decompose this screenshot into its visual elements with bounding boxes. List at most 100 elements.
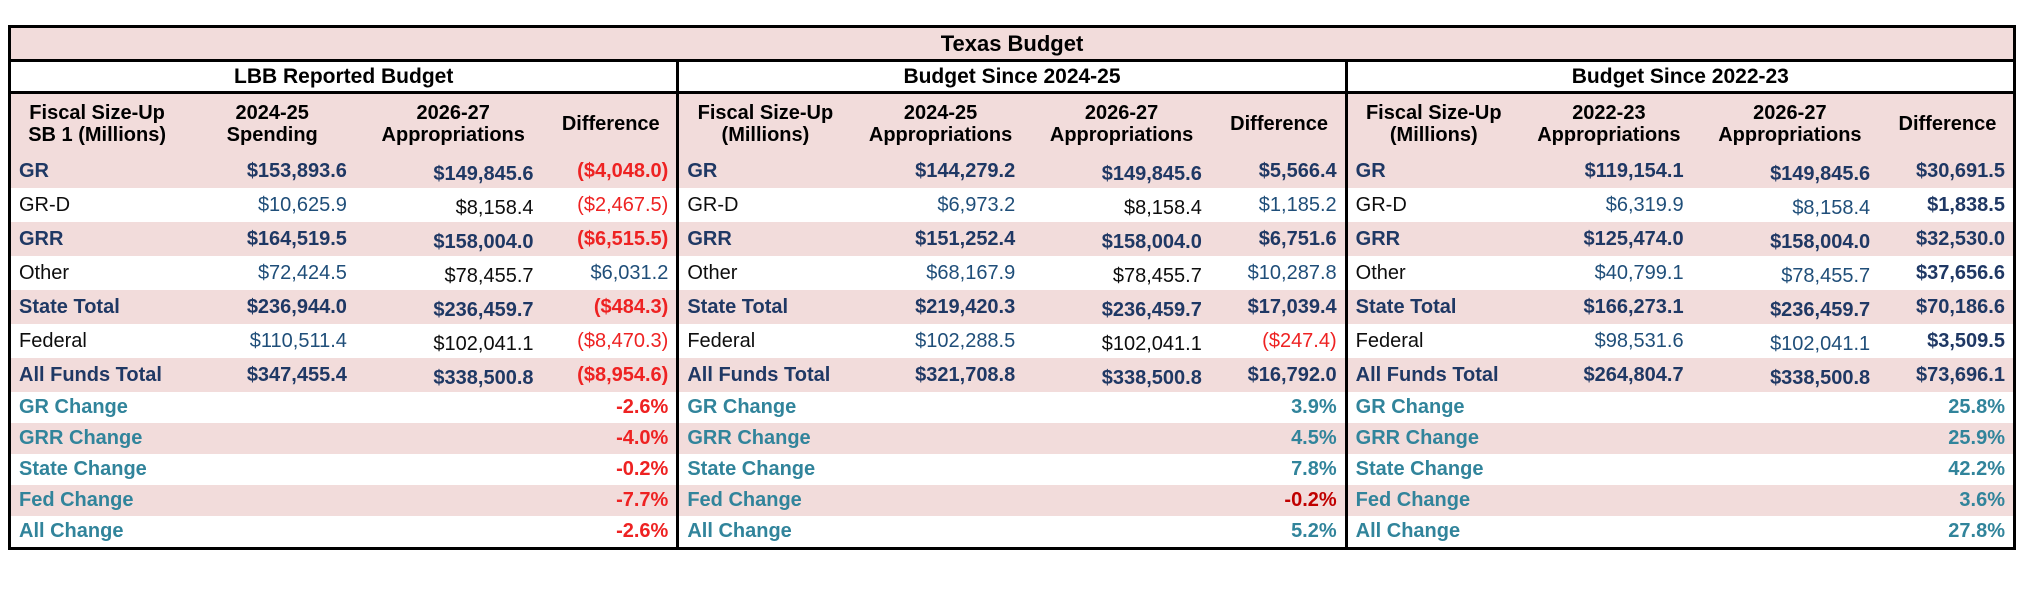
table-row: Other $68,167.9 $78,455.7 $10,287.8 [679,256,1345,290]
value-cell: $236,944.0 [246,295,347,318]
row-label: All Change [687,520,792,542]
row-label: Other [1355,261,1406,284]
value-cell: $68,167.9 [926,261,1016,284]
table-row: All Funds Total $264,804.7 $338,500.8 $73,6… [1347,358,2013,392]
row-label: State Change [19,458,147,480]
value-cell: $166,273.1 [1583,295,1684,318]
value-cell: $102,288.5 [915,329,1016,352]
table-row: GR Change 25.8% [1347,392,2013,423]
value-cell: $8,158.4 [1123,196,1202,219]
table-row: Other $40,799.1 $78,455.7 $37,656.6 [1347,256,2013,290]
value-cell: $6,319.9 [1605,193,1684,216]
table-row: State Total $166,273.1 $236,459.7 $70,186.6 [1347,290,2013,324]
row-label: GR [1355,159,1386,182]
value-cell: 42.2% [1948,458,2005,480]
value-cell: 7.8% [1291,458,1337,480]
value-cell: $347,455.4 [246,363,347,386]
column-header: Fiscal Size-Up (Millions) [1365,101,1502,146]
row-label: Other [687,261,738,284]
table-row: Fed Change -0.2% [679,485,1345,516]
value-cell: $158,004.0 [433,230,534,253]
row-label: GR [687,159,718,182]
table-row: GRR Change 4.5% [679,423,1345,454]
budget-section: LBB Reported Budget Fiscal Size-Up SB 1 (… [11,62,677,547]
value-cell: $338,500.8 [433,366,534,389]
value-cell: $158,004.0 [1101,230,1202,253]
value-cell: -2.6% [616,520,669,542]
value-cell: $16,792.0 [1247,363,1337,386]
table-row: State Total $219,420.3 $236,459.7 $17,039.4 [679,290,1345,324]
value-cell: $10,287.8 [1247,261,1337,284]
value-cell: $1,185.2 [1258,193,1337,216]
value-cell: $153,893.6 [246,159,347,182]
table-row: GR $119,154.1 $149,845.6 $30,691.5 [1347,154,2013,188]
table-row: All Change 27.8% [1347,516,2013,547]
row-label: State Change [1355,458,1484,480]
row-label: Federal [19,329,87,352]
row-label: All Funds Total [1355,363,1499,386]
value-cell: -0.2% [616,458,669,480]
value-cell: $73,696.1 [1916,363,2005,386]
section-header: Budget Since 2022-23 [1347,62,2013,94]
table-row: Fed Change 3.6% [1347,485,2013,516]
value-cell: -4.0% [616,427,669,449]
value-cell: $72,424.5 [257,261,347,284]
value-cell: $40,799.1 [1594,261,1684,284]
row-label: Federal [1355,329,1424,352]
value-cell: $338,500.8 [1101,366,1202,389]
table-row: GR-D $6,973.2 $8,158.4 $1,185.2 [679,188,1345,222]
value-cell: $3,509.5 [1927,329,2005,352]
value-cell: $78,455.7 [1781,264,1871,287]
value-cell: $30,691.5 [1916,159,2005,182]
row-label: GR-D [1355,193,1407,216]
table-row: Federal $110,511.4 $102,041.1 ($8,470.3) [11,324,677,358]
column-header: Difference [1230,112,1328,135]
value-cell: $102,041.1 [1101,332,1202,355]
value-cell: $78,455.7 [444,264,534,287]
value-cell: ($484.3) [593,295,669,318]
value-cell: -2.6% [616,396,669,418]
row-label: GR Change [19,396,128,418]
value-cell: $98,531.6 [1594,329,1684,352]
value-cell: -7.7% [616,489,669,511]
row-label: GRR Change [687,427,811,449]
value-cell: $236,459.7 [1770,298,1871,321]
table-row: GR Change 3.9% [679,392,1345,423]
row-label: GR [19,159,49,182]
value-cell: $264,804.7 [1583,363,1684,386]
row-label: State Total [19,295,120,318]
column-header: 2024-25 Spending [226,101,318,146]
table-row: GR-D $6,319.9 $8,158.4 $1,838.5 [1347,188,2013,222]
table-row: GRR $164,519.5 $158,004.0 ($6,515.5) [11,222,677,256]
table-row: GRR $151,252.4 $158,004.0 $6,751.6 [679,222,1345,256]
value-cell: 5.2% [1291,520,1337,542]
row-label: All Change [1355,520,1461,542]
value-cell: $164,519.5 [246,227,347,250]
column-header-row: Fiscal Size-Up (Millions) 2024-25 Appropr… [679,94,1345,154]
value-cell: ($4,048.0) [577,159,669,182]
value-cell: $17,039.4 [1247,295,1337,318]
budget-section: Budget Since 2024-25 Fiscal Size-Up (Mill… [676,62,1345,547]
row-label: GRR Change [19,427,143,449]
value-cell: $149,845.6 [433,162,534,185]
value-cell: $6,031.2 [590,261,669,284]
row-label: Federal [687,329,756,352]
value-cell: $37,656.6 [1916,261,2005,284]
value-cell: 25.9% [1948,427,2005,449]
value-cell: ($2,467.5) [577,193,669,216]
table-row: All Funds Total $321,708.8 $338,500.8 $16,7… [679,358,1345,392]
row-label: Other [19,261,70,284]
budget-sections: LBB Reported Budget Fiscal Size-Up SB 1 (… [11,62,2013,547]
value-cell: ($8,954.6) [577,363,669,386]
table-row: State Change 42.2% [1347,454,2013,485]
column-header: Fiscal Size-Up (Millions) [697,101,834,146]
row-label: State Total [687,295,789,318]
value-cell: $110,511.4 [249,329,347,352]
column-header: 2022-23 Appropriations [1537,101,1681,146]
value-cell: 3.6% [1959,489,2005,511]
column-header: 2026-27 Appropriations [381,101,525,146]
value-cell: $321,708.8 [915,363,1016,386]
table-row: GRR Change 25.9% [1347,423,2013,454]
row-label: State Total [1355,295,1457,318]
section-header: LBB Reported Budget [11,62,677,94]
